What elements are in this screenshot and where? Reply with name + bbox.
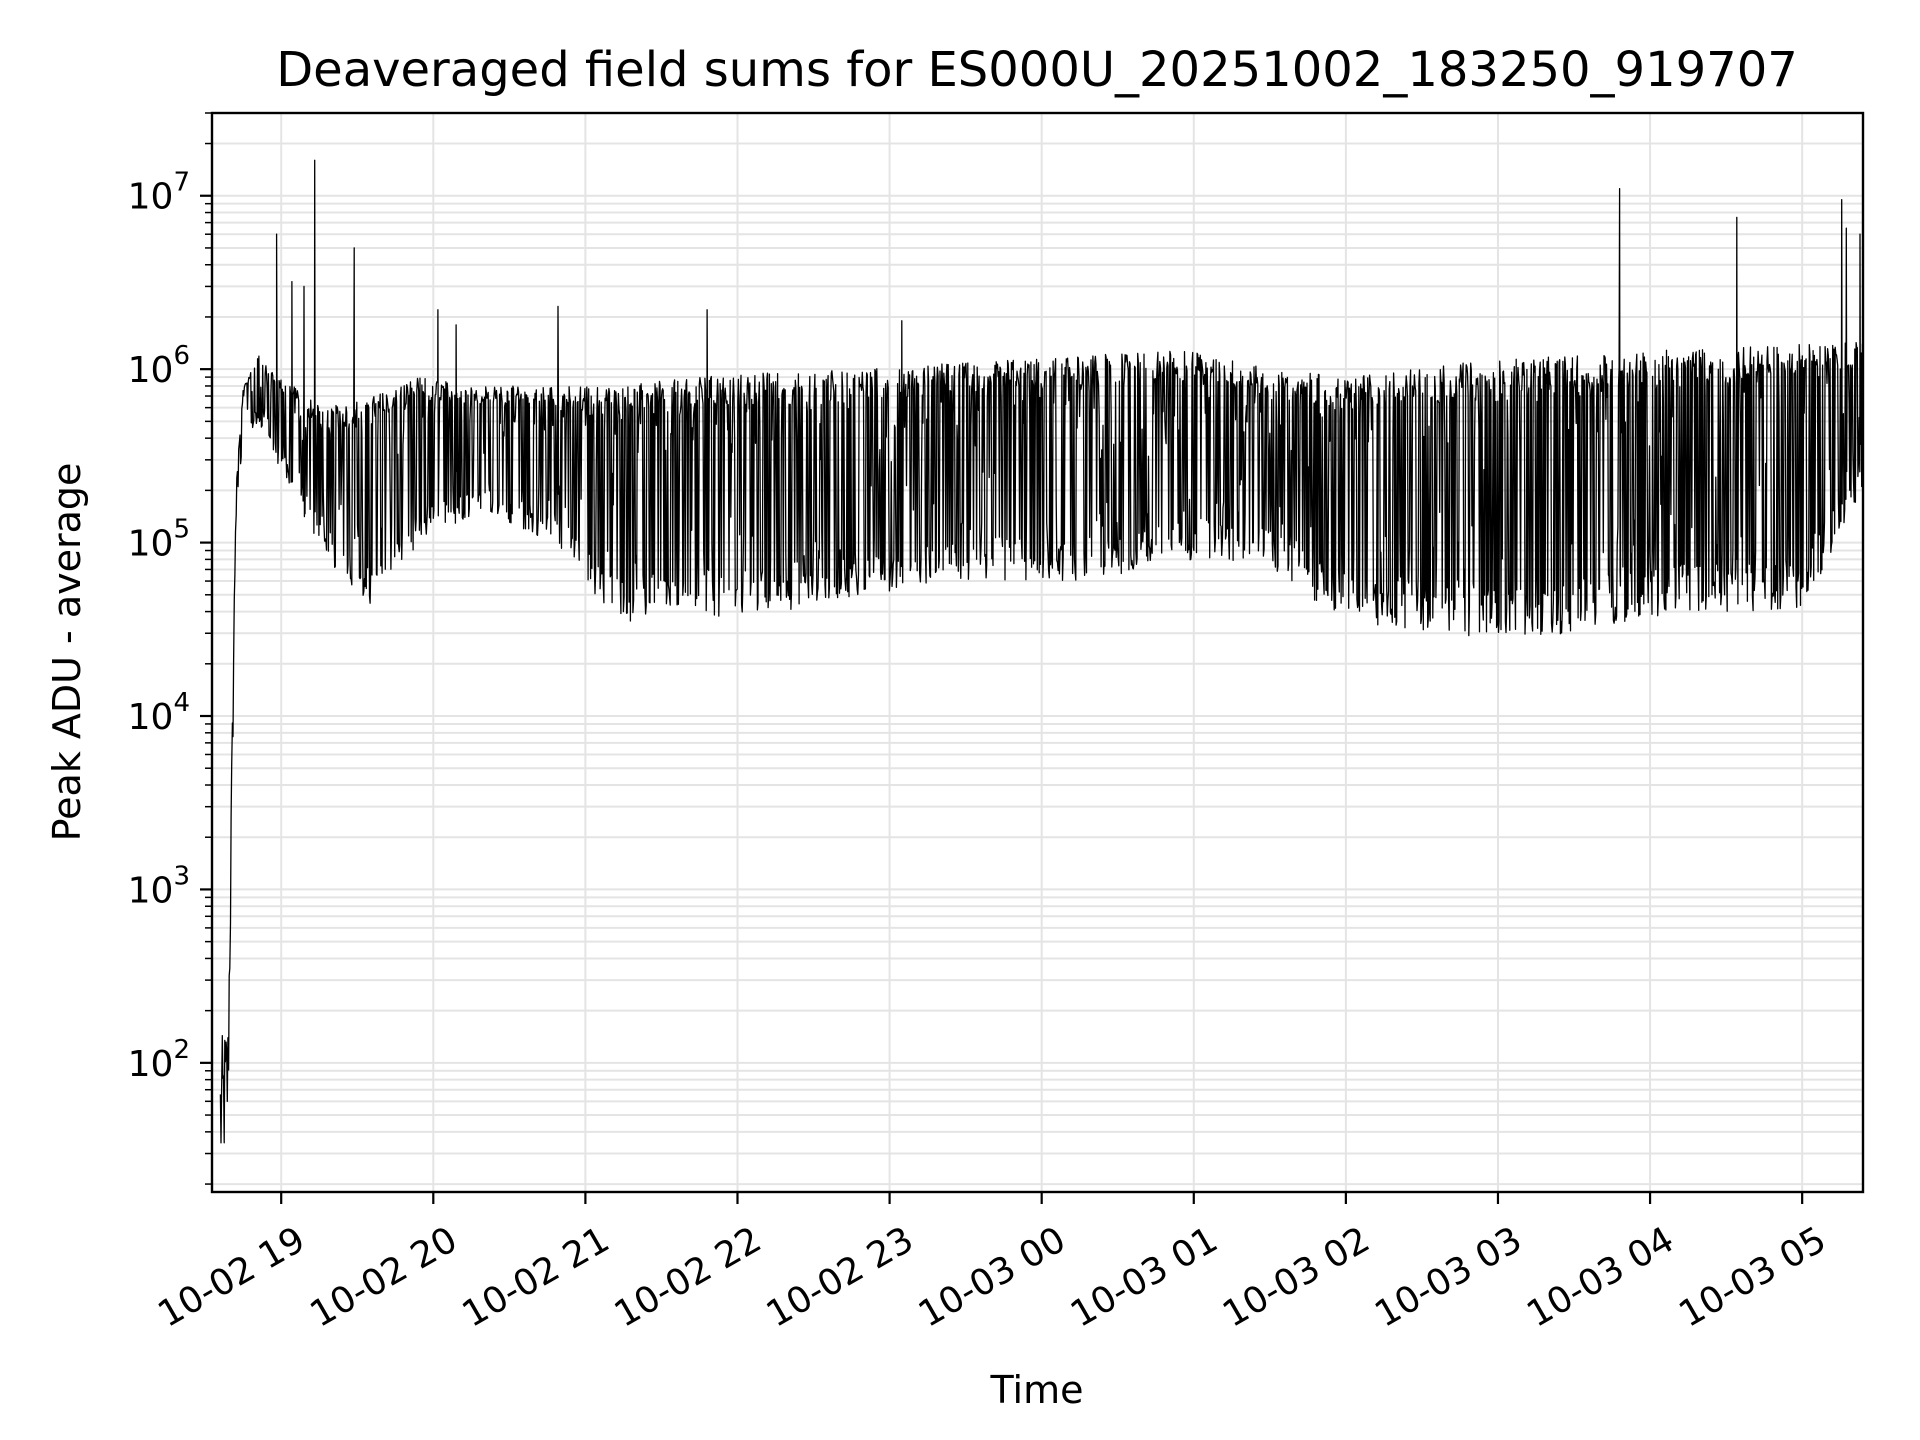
y-axis-label: Peak ADU - average [45, 463, 89, 842]
y-tick-label: 104 [128, 688, 190, 738]
y-tick-label: 102 [128, 1035, 190, 1085]
chart-title: Deaveraged field sums for ES000U_2025100… [276, 42, 1798, 98]
y-tick-label: 106 [128, 341, 190, 391]
x-axis-label: Time [990, 1368, 1084, 1412]
series-line-peak-adu [219, 159, 1864, 1144]
plot-frame [210, 111, 1865, 1194]
y-tick-label: 103 [128, 861, 190, 911]
y-tick-label: 107 [128, 168, 190, 218]
y-tick-label: 105 [128, 515, 190, 565]
